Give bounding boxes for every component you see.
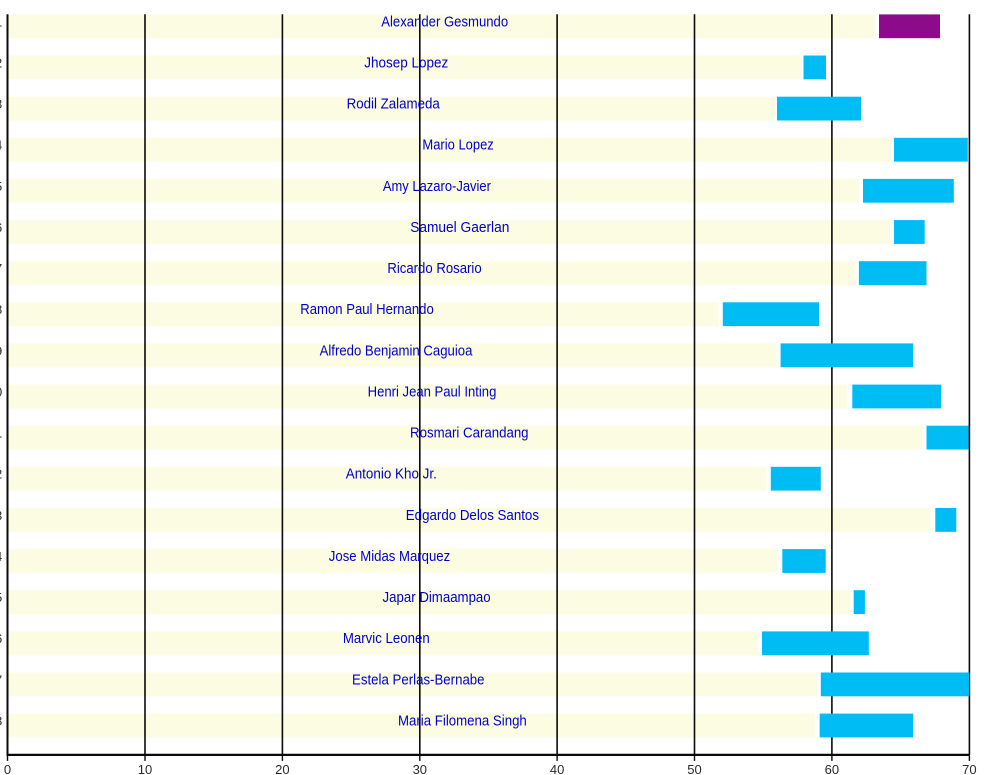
svg-text:9: 9	[0, 343, 2, 358]
svg-text:Alfredo Benjamin Caguioa: Alfredo Benjamin Caguioa	[320, 342, 473, 359]
svg-text:60: 60	[825, 762, 839, 775]
svg-text:8: 8	[0, 302, 2, 317]
svg-text:16: 16	[0, 631, 2, 646]
svg-text:10: 10	[138, 762, 152, 775]
svg-text:Antonio Kho Jr.: Antonio Kho Jr.	[346, 466, 437, 483]
svg-text:Ricardo Rosario: Ricardo Rosario	[387, 260, 481, 277]
svg-text:Rodil Zalameda: Rodil Zalameda	[347, 96, 441, 113]
svg-text:Estela Perlas-Bernabe: Estela Perlas-Bernabe	[352, 671, 485, 688]
svg-text:0: 0	[4, 762, 11, 775]
svg-text:Samuel Gaerlan: Samuel Gaerlan	[410, 219, 509, 236]
svg-text:Marvic Leonen: Marvic Leonen	[343, 630, 430, 647]
svg-text:11: 11	[0, 426, 2, 441]
svg-text:Maria Filomena Singh: Maria Filomena Singh	[398, 713, 527, 730]
svg-text:Jose Midas Marquez: Jose Midas Marquez	[329, 548, 450, 565]
svg-text:4: 4	[0, 138, 2, 153]
svg-text:15: 15	[0, 590, 2, 605]
svg-text:14: 14	[0, 549, 2, 564]
svg-text:30: 30	[413, 762, 427, 775]
svg-text:Henri Jean Paul Inting: Henri Jean Paul Inting	[368, 384, 497, 401]
svg-text:Japar Dimaampao: Japar Dimaampao	[383, 589, 491, 606]
svg-text:70: 70	[962, 762, 976, 775]
svg-text:Amy Lazaro-Javier: Amy Lazaro-Javier	[383, 178, 491, 195]
svg-text:17: 17	[0, 672, 2, 687]
svg-text:40: 40	[550, 762, 564, 775]
svg-text:20: 20	[275, 762, 289, 775]
svg-text:12: 12	[0, 467, 2, 482]
svg-text:Alexander Gesmundo: Alexander Gesmundo	[381, 13, 508, 30]
svg-text:Edgardo Delos Santos: Edgardo Delos Santos	[406, 507, 539, 524]
svg-text:6: 6	[0, 220, 2, 235]
svg-text:5: 5	[0, 179, 2, 194]
svg-text:10: 10	[0, 385, 2, 400]
svg-text:7: 7	[0, 261, 2, 276]
svg-text:50: 50	[687, 762, 701, 775]
svg-text:Ramon Paul Hernando: Ramon Paul Hernando	[300, 301, 434, 318]
svg-text:Jhosep Lopez: Jhosep Lopez	[364, 54, 448, 71]
svg-text:Rosmari Carandang: Rosmari Carandang	[410, 425, 529, 442]
svg-text:2: 2	[0, 55, 2, 70]
svg-text:3: 3	[0, 97, 2, 112]
svg-text:18: 18	[0, 714, 2, 729]
svg-text:Mario Lopez: Mario Lopez	[422, 137, 493, 154]
svg-text:1: 1	[0, 14, 2, 29]
svg-text:13: 13	[0, 508, 2, 523]
